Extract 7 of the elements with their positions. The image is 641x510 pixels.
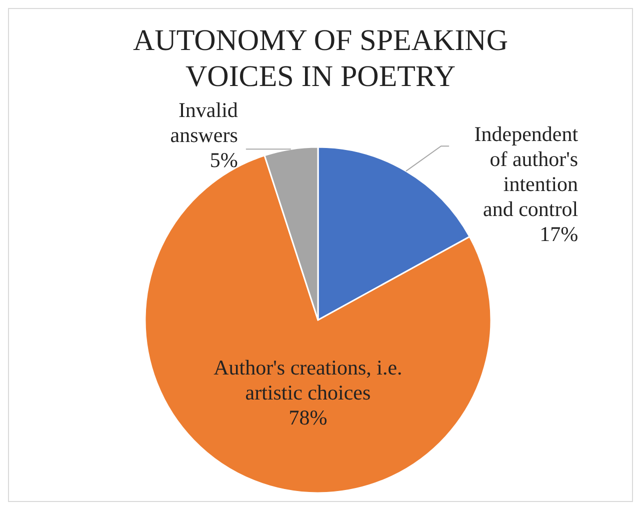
data-label: 17% [540, 222, 578, 246]
data-label: 78% [288, 405, 328, 430]
slice-label: Independent of author's intention and control [474, 122, 579, 222]
slice-label: Invalid answers [170, 98, 238, 148]
data-label: 5% [210, 148, 238, 172]
chart-title: AUTONOMY OF SPEAKING VOICES IN POETRY [132, 24, 508, 93]
slice-label: Author's creations, i.e. artistic choices [214, 355, 402, 404]
